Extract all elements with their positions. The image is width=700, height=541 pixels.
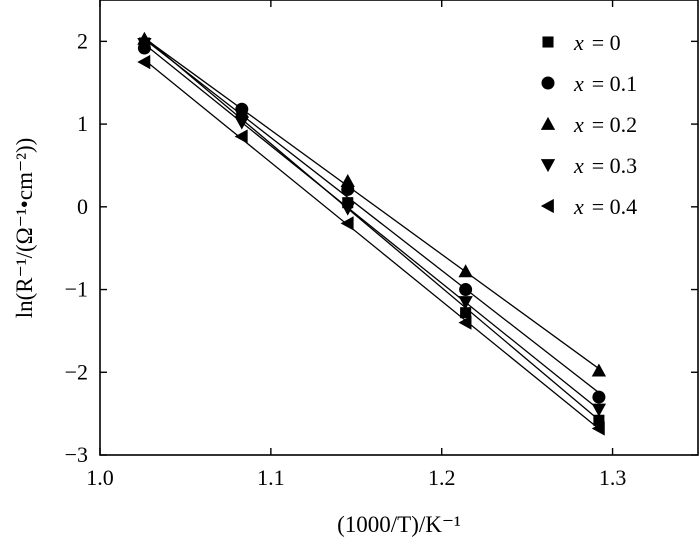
legend-variable: x	[573, 112, 584, 137]
data-point	[137, 54, 151, 70]
data-point	[234, 129, 248, 144]
legend: x = 0 x = 0.1 x = 0.2 x = 0.3 x = 0.4	[540, 30, 637, 219]
data-point	[592, 390, 606, 404]
data-point	[340, 202, 355, 216]
legend-value: = 0.2	[592, 112, 637, 137]
legend-value: = 0.3	[592, 153, 637, 178]
fit-line	[144, 38, 600, 394]
y-tick-label: 0	[77, 194, 88, 219]
data-point	[458, 264, 473, 278]
legend-label: x = 0.2	[573, 112, 637, 137]
plot-frame	[99, 0, 699, 456]
legend-marker	[541, 76, 555, 90]
x-axis-label: (1000/T)/K⁻¹	[337, 512, 461, 537]
data-point	[234, 104, 249, 118]
y-axis-label-text: ln(R⁻¹/(Ω⁻¹•cm⁻²))	[12, 138, 37, 319]
legend-variable: x	[573, 153, 584, 178]
data-markers	[137, 31, 607, 436]
data-point	[459, 283, 473, 297]
x-tick-label: 1.0	[86, 465, 114, 490]
axis-ticks	[99, 0, 698, 456]
data-point	[458, 315, 472, 330]
data-point	[137, 37, 152, 51]
data-point	[460, 307, 472, 319]
y-tick-label: −2	[65, 359, 88, 384]
y-tick-label: −1	[65, 277, 88, 302]
legend-variable: x	[573, 71, 584, 96]
legend-marker	[542, 36, 554, 48]
fit-line	[144, 59, 600, 430]
legend-marker	[540, 116, 556, 130]
fit-line	[144, 36, 600, 421]
y-axis-label: ln(R⁻¹/(Ω⁻¹•cm⁻²))	[12, 138, 37, 319]
x-axis-label-text: (1000/T)/K⁻¹	[337, 512, 461, 537]
data-point	[593, 414, 605, 426]
legend-variable: x	[573, 194, 584, 219]
legend-marker	[540, 159, 556, 173]
legend-value: = 0	[592, 30, 621, 55]
legend-label: x = 0.3	[573, 153, 637, 178]
x-tick-label: 1.3	[599, 465, 627, 490]
legend-value: = 0.1	[592, 71, 637, 96]
data-point	[591, 403, 607, 417]
data-point	[591, 421, 605, 436]
fit-lines	[144, 36, 600, 430]
y-tick-label: 1	[77, 111, 88, 136]
legend-marker	[540, 198, 554, 214]
fit-line	[144, 43, 600, 411]
legend-variable: x	[573, 30, 584, 55]
legend-value: = 0.4	[592, 194, 637, 219]
data-point	[340, 174, 355, 188]
data-point	[458, 296, 473, 310]
data-point	[591, 363, 607, 377]
x-tick-label: 1.1	[257, 465, 285, 490]
legend-label: x = 0.4	[573, 194, 637, 219]
y-tick-label: 2	[77, 28, 88, 53]
tick-labels: 1.0 1.1 1.2 1.3 −3 −2 −1 0 1 2	[65, 28, 627, 490]
fit-line	[144, 37, 600, 370]
y-tick-label: −3	[65, 442, 88, 467]
data-point	[234, 116, 249, 130]
legend-label: x = 0.1	[573, 71, 637, 96]
x-tick-label: 1.2	[428, 465, 456, 490]
legend-label: x = 0	[573, 30, 621, 55]
data-point	[340, 216, 354, 231]
